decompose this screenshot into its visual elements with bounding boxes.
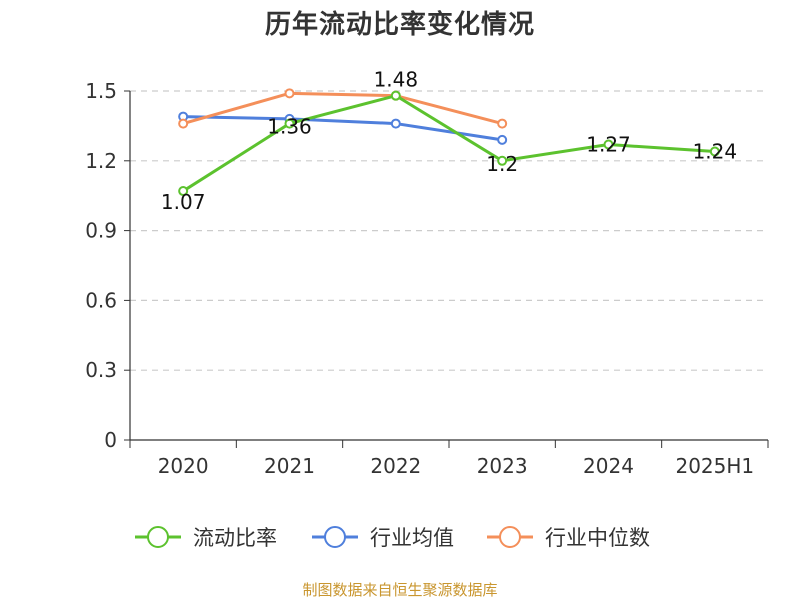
data-point [178, 118, 189, 129]
legend-marker [324, 526, 346, 548]
data-point [497, 134, 508, 145]
data-point [709, 146, 720, 157]
y-tick-label: 0.9 [85, 219, 117, 243]
x-tick-label: 2025H1 [675, 454, 754, 478]
y-tick-label: 0.3 [85, 358, 117, 382]
legend-item: 流动比率 [135, 526, 277, 550]
series-line [182, 94, 715, 193]
data-point [603, 139, 614, 150]
data-point [390, 118, 401, 129]
data-label: 1.48 [374, 68, 419, 92]
data-point [178, 186, 189, 197]
x-tick-label: 2020 [158, 454, 209, 478]
data-label: 1.2 [486, 152, 518, 176]
legend-label: 行业均值 [370, 526, 454, 550]
y-tick-label: 0.6 [85, 288, 117, 312]
legend-marker [147, 526, 169, 548]
data-point [284, 88, 295, 99]
y-tick-label: 1.2 [85, 149, 117, 173]
y-tick-label: 1.5 [85, 79, 117, 103]
x-tick-label: 2021 [264, 454, 315, 478]
legend: 流动比率 行业均值 行业中位数 [135, 526, 650, 550]
series-layer [178, 88, 720, 197]
data-point [497, 118, 508, 129]
data-label: 1.07 [161, 190, 206, 214]
chart-title: 历年流动比率变化情况 [264, 10, 535, 40]
data-point [284, 118, 295, 129]
grid-layer [130, 90, 768, 371]
x-tick-label: 2022 [370, 454, 421, 478]
data-point [390, 90, 401, 101]
data-label-layer: 1.07 1.36 1.48 1.2 1.27 1.24 [161, 68, 737, 214]
data-point [497, 155, 508, 166]
legend-item: 行业均值 [312, 526, 454, 550]
legend-marker [499, 526, 521, 548]
x-tick-label: 2024 [583, 454, 634, 478]
axis-layer: 0 0.3 0.6 0.9 1.2 1.5 2020 2021 2022 2023 2024 2025… [85, 79, 769, 478]
source-note: 制图数据来自恒生聚源数据库 [302, 581, 498, 599]
series-line [183, 115, 503, 142]
data-label: 1.24 [693, 139, 738, 163]
legend-item: 行业中位数 [487, 526, 650, 550]
legend-label: 行业中位数 [545, 526, 650, 550]
series-line [182, 91, 503, 126]
legend-label: 流动比率 [193, 526, 277, 550]
data-label: 1.27 [586, 133, 631, 157]
data-label: 1.36 [267, 115, 312, 139]
y-tick-label: 0 [104, 428, 117, 452]
x-tick-label: 2023 [477, 454, 528, 478]
